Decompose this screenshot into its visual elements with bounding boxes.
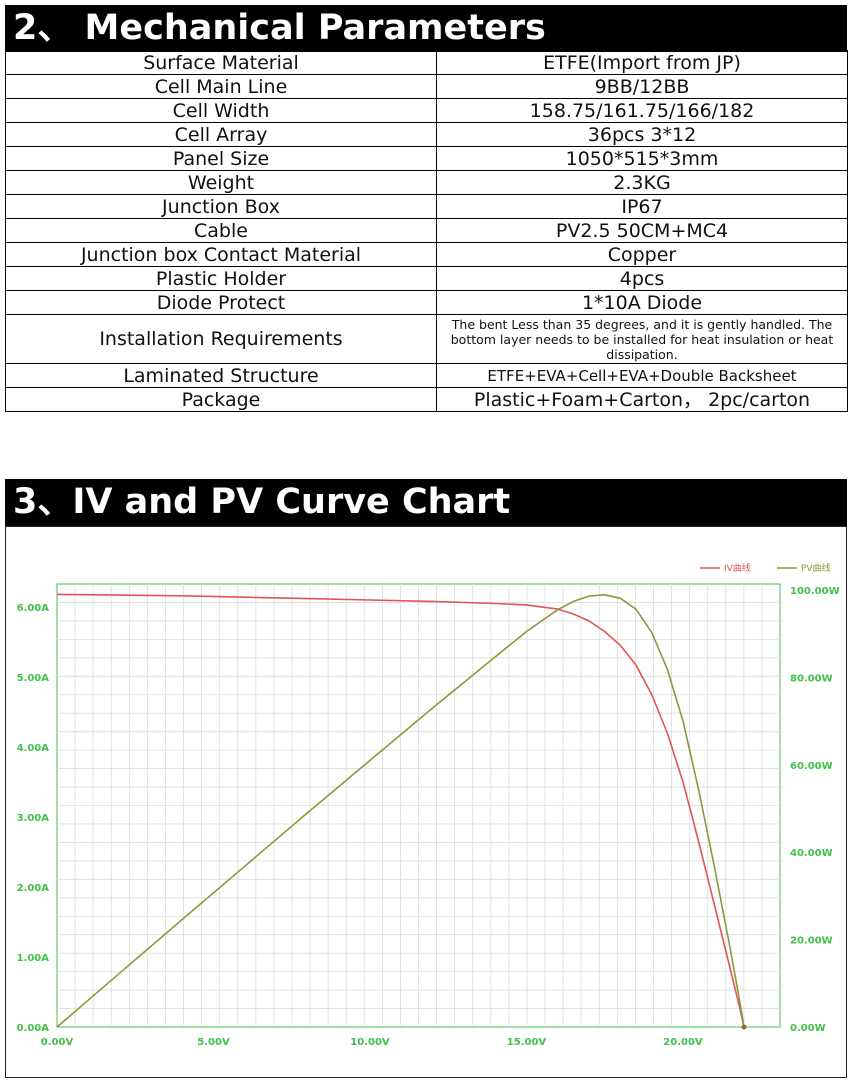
table-row: Weight 2.3KG [5, 170, 848, 195]
x-tick-label: 10.00V [350, 1037, 390, 1048]
table-row: Cell Array 36pcs 3*12 [5, 122, 848, 147]
y-left-tick-label: 0.00A [17, 1023, 50, 1034]
param-label: Laminated Structure [5, 363, 437, 388]
x-tick-label: 5.00V [197, 1037, 230, 1048]
param-label: Junction Box [5, 194, 437, 219]
table-row: Panel Size 1050*515*3mm [5, 146, 848, 171]
y-left-tick-label: 1.00A [17, 953, 50, 964]
y-right-tick-label: 80.00W [790, 673, 833, 684]
table-row: Diode Protect 1*10A Diode [5, 290, 848, 315]
param-label: Cable [5, 218, 437, 243]
y-left-tick-label: 4.00A [17, 743, 50, 754]
param-label: Junction box Contact Material [5, 242, 437, 267]
param-value: Plastic+Foam+Carton， 2pc/carton [436, 387, 848, 412]
param-label: Weight [5, 170, 437, 195]
table-row: Laminated Structure ETFE+EVA+Cell+EVA+Dou… [5, 363, 848, 388]
y-right-tick-label: 0.00W [790, 1023, 826, 1034]
param-value: 4pcs [436, 266, 848, 291]
param-label: Surface Material [5, 50, 437, 75]
y-left-tick-label: 2.00A [17, 883, 50, 894]
param-label: Panel Size [5, 146, 437, 171]
param-label: Package [5, 387, 437, 412]
param-value: 1050*515*3mm [436, 146, 848, 171]
y-right-tick-label: 20.00W [790, 936, 833, 947]
param-value: 2.3KG [436, 170, 848, 195]
table-row: Junction Box IP67 [5, 194, 848, 219]
iv-pv-chart: 0.00V 5.00V 10.00V 15.00V 20.00V 0.00A 1.00A 2.… [5, 526, 847, 1078]
param-value: 158.75/161.75/166/182 [436, 98, 848, 123]
section-header-curve-chart: 3、IV and PV Curve Chart [5, 479, 847, 526]
param-value: ETFE(Import from JP) [436, 50, 848, 75]
param-label: Diode Protect [5, 290, 437, 315]
y-right-tick-label: 60.00W [790, 761, 833, 772]
param-value: 1*10A Diode [436, 290, 848, 315]
table-row: Installation Requirements The bent Less t… [5, 314, 848, 364]
param-value: The bent Less than 35 degrees, and it is… [436, 314, 848, 364]
y-right-tick-label: 40.00W [790, 848, 833, 859]
chart-canvas: 0.00V 5.00V 10.00V 15.00V 20.00V 0.00A 1.00A 2.… [17, 562, 840, 1048]
param-value: IP67 [436, 194, 848, 219]
param-value: PV2.5 50CM+MC4 [436, 218, 848, 243]
param-value: ETFE+EVA+Cell+EVA+Double Backsheet [436, 363, 848, 388]
y-left-tick-label: 3.00A [17, 813, 50, 824]
param-label: Plastic Holder [5, 266, 437, 291]
param-label: Installation Requirements [5, 314, 437, 364]
param-label: Cell Array [5, 122, 437, 147]
section-header-mechanical: 2、 Mechanical Parameters [5, 5, 847, 52]
mechanical-parameters-table: Surface Material ETFE(Import from JP) Cell… [5, 50, 848, 412]
y-left-tick-label: 5.00A [17, 673, 50, 684]
table-row: Surface Material ETFE(Import from JP) [5, 50, 848, 75]
param-value: 9BB/12BB [436, 74, 848, 99]
y-left-tick-label: 6.00A [17, 603, 50, 614]
table-row: Cable PV2.5 50CM+MC4 [5, 218, 848, 243]
table-row: Junction box Contact Material Copper [5, 242, 848, 267]
legend-label: IV曲线 [724, 562, 751, 574]
pv-curve-line [56, 594, 745, 1028]
table-row: Cell Width 158.75/161.75/166/182 [5, 98, 848, 123]
y-right-tick-label: 100.00W [790, 586, 840, 597]
param-label: Cell Width [5, 98, 437, 123]
iv-curve-line [56, 593, 745, 1028]
param-value: Copper [436, 242, 848, 267]
table-row: Cell Main Line 9BB/12BB [5, 74, 848, 99]
legend-label: PV曲线 [801, 562, 831, 574]
x-tick-label: 15.00V [507, 1037, 547, 1048]
param-label: Cell Main Line [5, 74, 437, 99]
table-row: Package Plastic+Foam+Carton， 2pc/carton [5, 387, 848, 412]
x-tick-label: 20.00V [663, 1037, 703, 1048]
x-tick-label: 0.00V [41, 1037, 74, 1048]
table-row: Plastic Holder 4pcs [5, 266, 848, 291]
param-value: 36pcs 3*12 [436, 122, 848, 147]
curve-end-point [741, 1024, 747, 1030]
